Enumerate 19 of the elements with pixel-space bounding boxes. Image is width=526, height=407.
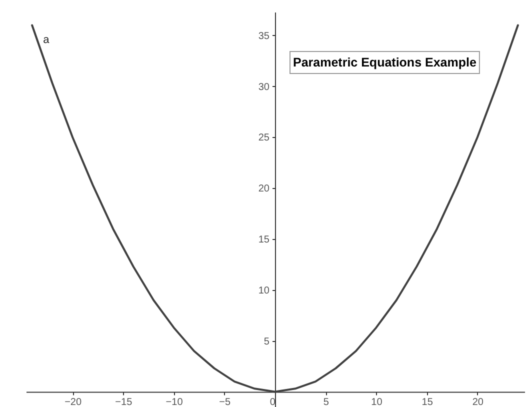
x-tick-label: 15	[422, 397, 434, 407]
y-tick-label: 5	[264, 336, 270, 348]
x-tick-label: 5	[323, 397, 330, 407]
x-tick-label: −20	[64, 397, 82, 407]
y-tick-label: 35	[258, 30, 270, 42]
x-tick-label: 20	[472, 397, 484, 407]
series-label: a	[43, 34, 50, 46]
x-tick-label: −10	[166, 397, 184, 407]
y-tick-label: 10	[258, 285, 270, 296]
x-tick-label: 10	[371, 397, 383, 407]
x-tick-label: 0	[270, 397, 276, 407]
y-tick-label: 20	[258, 184, 270, 195]
y-tick-label: 30	[258, 82, 270, 93]
y-tick-label: 25	[258, 132, 270, 144]
text: Parametric Equations Example	[293, 56, 476, 70]
y-tick-label: 15	[258, 234, 270, 246]
x-tick-label: −15	[115, 397, 133, 407]
line-series	[31, 24, 519, 393]
x-tick-label: −5	[219, 397, 232, 407]
